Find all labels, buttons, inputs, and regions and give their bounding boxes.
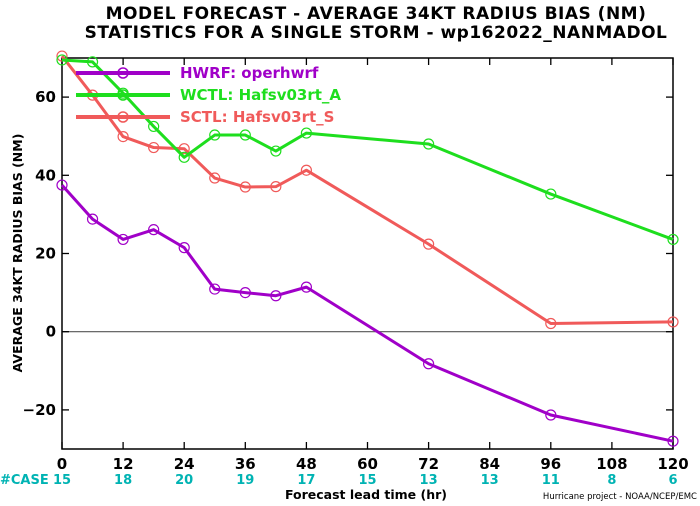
- data-point: [209, 129, 221, 141]
- legend-marker: [117, 111, 129, 123]
- y-axis-label: AVERAGE 34KT RADIUS BIAS (NM): [10, 134, 25, 373]
- data-point: [239, 287, 251, 299]
- series-line: [60, 184, 674, 443]
- legend-label: HWRF: operhwrf: [180, 64, 319, 82]
- x-tick-label: 60: [357, 455, 378, 473]
- case-count-value: 13: [420, 473, 438, 488]
- case-count-value: 15: [53, 473, 71, 488]
- y-tick-label: 20: [35, 245, 56, 263]
- case-count-label: #CASE: [0, 473, 49, 488]
- legend: HWRF: operhwrf WCTL: Hafsv03rt_A SCTL: Haf…: [76, 64, 341, 126]
- data-point: [178, 151, 190, 163]
- data-point: [423, 358, 435, 370]
- data-point: [667, 435, 679, 447]
- data-point: [148, 224, 160, 236]
- data-point: [178, 143, 190, 155]
- data-point: [667, 233, 679, 246]
- x-tick-label: 36: [235, 455, 256, 473]
- credit-text: Hurricane project - NOAA/NCEP/EMC: [543, 492, 697, 502]
- data-point: [86, 213, 99, 225]
- y-tick-label: 60: [35, 88, 56, 106]
- case-count-value: 19: [236, 473, 254, 488]
- data-point: [117, 130, 129, 143]
- data-point: [423, 138, 435, 150]
- x-axis-ticks: 0 12 24 36 48 60 72 84 96 108 120: [57, 58, 689, 473]
- case-count-value: 11: [542, 473, 560, 488]
- data-point: [178, 242, 190, 254]
- x-tick-label: 0: [57, 455, 67, 473]
- x-tick-label: 96: [540, 455, 561, 473]
- data-point: [545, 188, 557, 200]
- x-tick-label: 12: [113, 455, 134, 473]
- chart-subtitle: STATISTICS FOR A SINGLE STORM - wp162022…: [85, 23, 668, 43]
- case-count-value: 6: [668, 473, 677, 488]
- x-tick-label: 120: [657, 455, 688, 473]
- data-point: [148, 141, 160, 154]
- data-point: [209, 172, 221, 184]
- data-point: [545, 317, 557, 330]
- data-point: [148, 120, 160, 133]
- y-tick-label: 0: [46, 323, 56, 341]
- data-point: [545, 409, 557, 421]
- legend-marker: [117, 89, 129, 101]
- x-tick-label: 84: [479, 455, 500, 473]
- x-axis-label: Forecast lead time (hr): [285, 487, 447, 502]
- legend-marker: [117, 67, 129, 79]
- case-count-value: 18: [114, 473, 132, 488]
- data-point: [86, 56, 99, 68]
- x-tick-label: 24: [174, 455, 195, 473]
- data-point: [270, 290, 282, 302]
- data-point: [270, 145, 282, 157]
- data-point: [667, 316, 679, 328]
- case-count-value: 8: [607, 473, 616, 488]
- y-axis-ticks: −20 0 20 40 60: [23, 88, 673, 419]
- legend-label: WCTL: Hafsv03rt_A: [180, 86, 341, 104]
- x-tick-label: 72: [418, 455, 439, 473]
- series-line: [60, 55, 674, 325]
- data-point: [239, 181, 251, 193]
- series-1: [56, 54, 679, 246]
- y-tick-label: 40: [35, 166, 56, 184]
- legend-label: SCTL: Hafsv03rt_S: [180, 108, 334, 126]
- case-count-value: 13: [481, 473, 499, 488]
- case-count-value: 20: [175, 473, 193, 488]
- data-point: [270, 181, 282, 193]
- case-count-value: 17: [297, 473, 315, 488]
- data-point: [423, 238, 435, 250]
- data-point: [300, 281, 312, 293]
- series-layer: [56, 50, 679, 447]
- series-0: [56, 179, 679, 447]
- y-tick-label: −20: [23, 401, 56, 419]
- case-count-row: 15 18 20 19 17 15 13 13 11 8 6: [53, 473, 678, 488]
- chart-title: MODEL FORECAST - AVERAGE 34KT RADIUS BIA…: [106, 4, 647, 24]
- data-point: [56, 54, 68, 66]
- x-tick-label: 108: [596, 455, 627, 473]
- series-2: [56, 50, 679, 330]
- data-point: [209, 283, 221, 295]
- data-point: [300, 127, 312, 139]
- data-point: [117, 233, 129, 246]
- data-point: [239, 129, 251, 141]
- series-line: [61, 58, 674, 241]
- case-count-value: 15: [358, 473, 376, 488]
- data-point: [56, 179, 68, 191]
- data-point: [300, 164, 312, 176]
- x-tick-label: 48: [296, 455, 317, 473]
